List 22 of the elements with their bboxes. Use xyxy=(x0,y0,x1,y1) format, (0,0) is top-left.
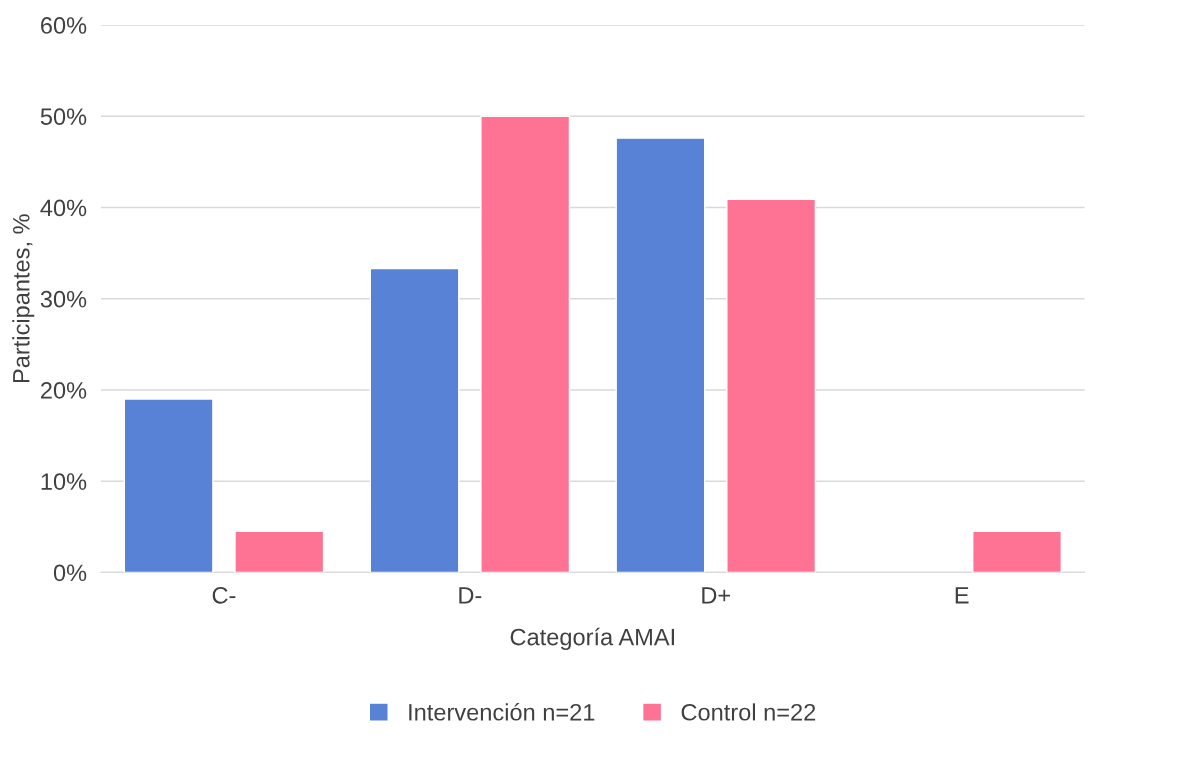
y-tick-label: 60% xyxy=(41,17,87,34)
bar xyxy=(369,267,460,573)
x-tick-label: D- xyxy=(459,587,482,604)
bar xyxy=(972,530,1062,573)
x-axis-title: Categoría AMAI xyxy=(510,627,674,651)
y-tick-label: 50% xyxy=(40,108,87,126)
y-tick-label: 20% xyxy=(41,382,87,399)
x-tick-label: E xyxy=(955,587,969,604)
bar xyxy=(234,530,325,573)
y-tick-label: 30% xyxy=(40,290,87,308)
bar xyxy=(615,137,706,573)
x-tick-label: D+ xyxy=(702,587,731,604)
x-tick-label: C- xyxy=(212,586,236,604)
y-tick-label: 10% xyxy=(41,473,87,490)
y-tick-label: 0% xyxy=(53,564,87,582)
bar xyxy=(123,398,214,573)
y-tick-label: 40% xyxy=(40,199,87,217)
legend-label: Control n=22 xyxy=(681,703,816,721)
bar xyxy=(726,198,817,573)
y-axis-title: Participantes, % xyxy=(12,214,35,383)
legend-label: Intervención n=21 xyxy=(409,703,595,721)
bar xyxy=(480,115,571,573)
